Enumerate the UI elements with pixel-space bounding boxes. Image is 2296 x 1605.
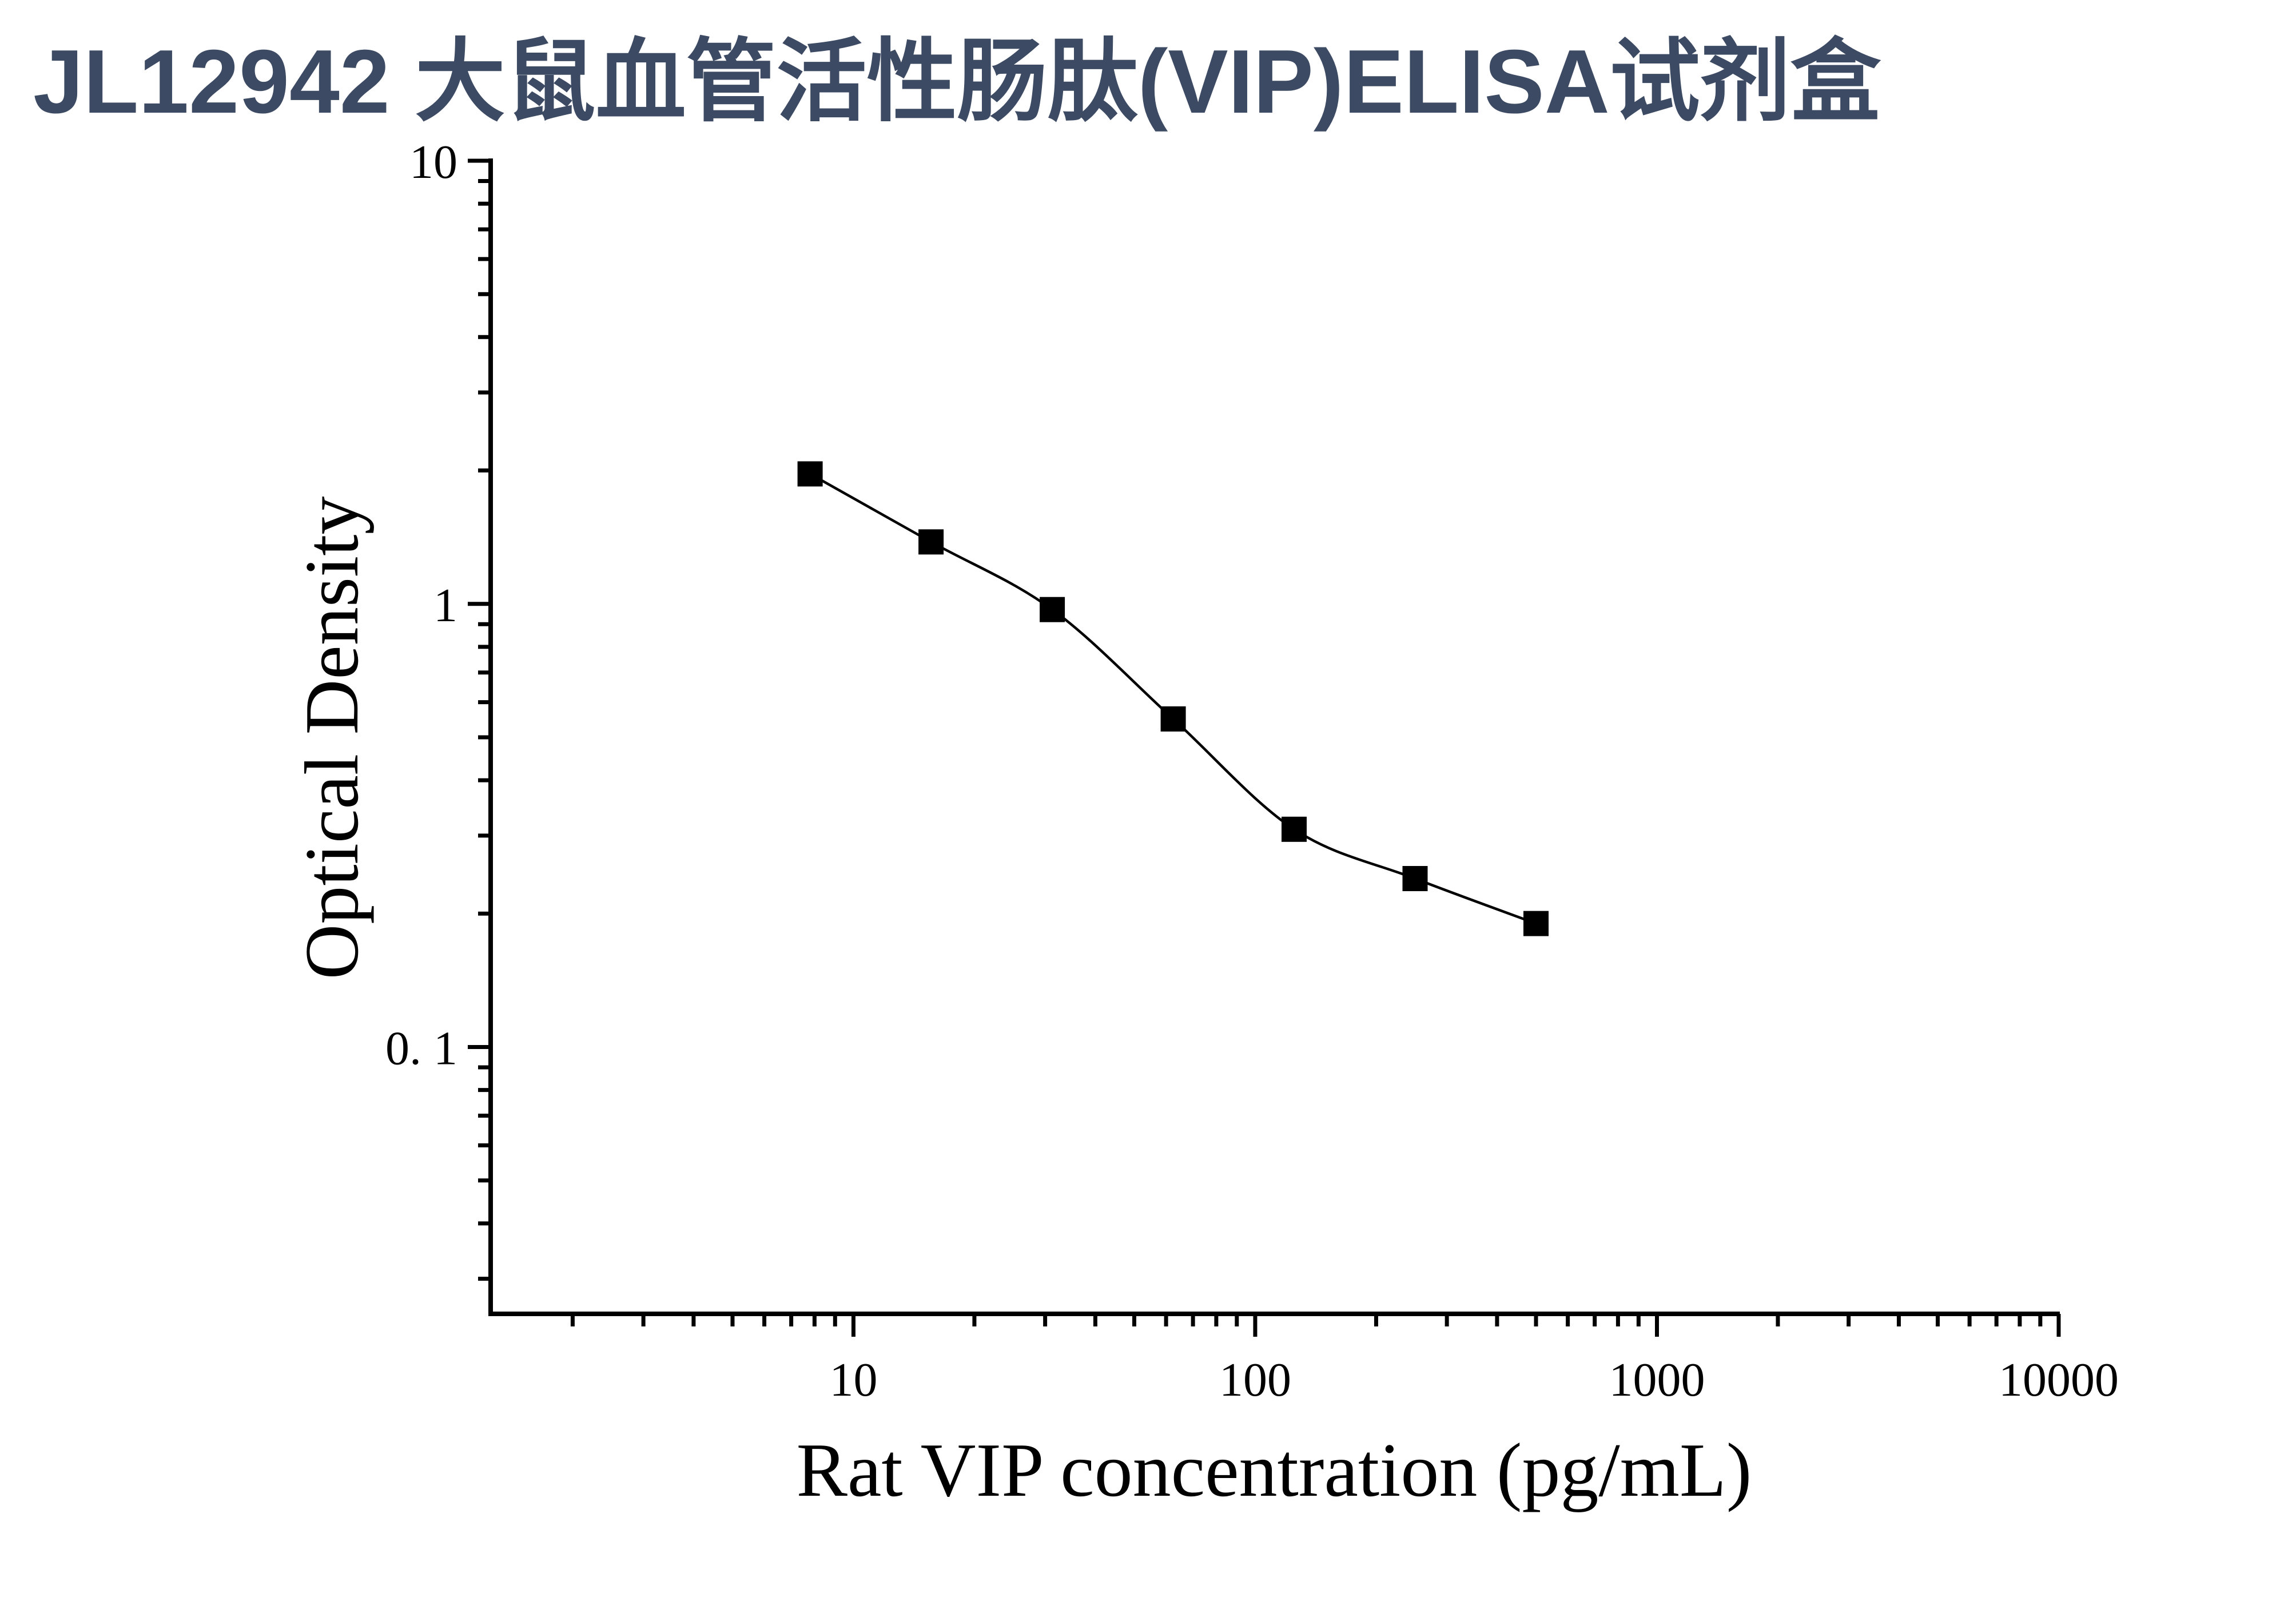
x-tick-label: 10 bbox=[829, 1353, 877, 1407]
x-major-ticks bbox=[851, 1314, 2061, 1337]
data-point bbox=[1523, 911, 1549, 936]
x-tick-labels: 10 100 1000 10000 bbox=[829, 1353, 2119, 1407]
y-tick-label: 10 bbox=[409, 136, 457, 189]
data-point bbox=[797, 461, 823, 487]
y-tick-label: 0. 1 bbox=[385, 1022, 457, 1075]
data-point bbox=[1160, 706, 1186, 732]
x-tick-label: 100 bbox=[1219, 1353, 1291, 1407]
data-point bbox=[1282, 816, 1307, 842]
x-axis-title: Rat VIP concentration (pg/mL) bbox=[797, 1428, 1752, 1512]
data-point bbox=[1402, 866, 1428, 891]
y-tick-label: 1 bbox=[433, 579, 457, 632]
page-title: JL12942 大鼠血管活性肠肽(VIP)ELISA试剂盒 bbox=[33, 31, 1881, 132]
y-axis-title: Optical Density bbox=[289, 496, 374, 980]
x-tick-label: 1000 bbox=[1609, 1353, 1705, 1407]
x-tick-label: 10000 bbox=[1999, 1353, 2119, 1407]
y-tick-labels: 10 1 0. 1 bbox=[385, 136, 457, 1075]
data-points bbox=[797, 461, 1549, 936]
y-major-ticks bbox=[468, 158, 491, 1050]
data-point bbox=[1040, 597, 1065, 622]
data-point bbox=[918, 529, 944, 555]
